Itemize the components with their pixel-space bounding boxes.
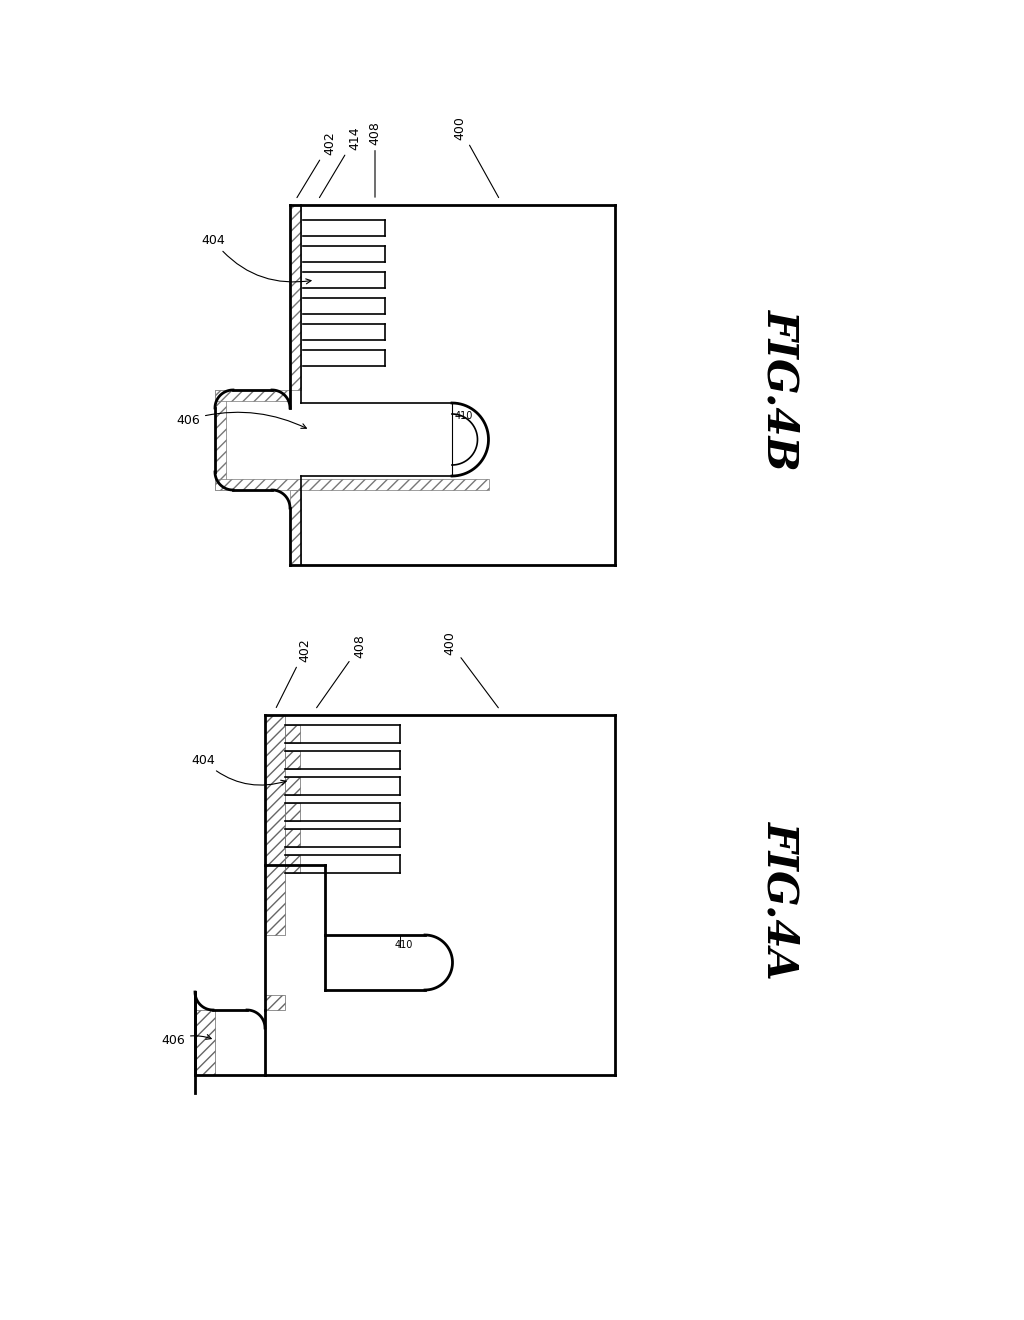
Text: 402: 402	[297, 131, 337, 198]
Text: 406: 406	[176, 412, 306, 428]
Text: 404: 404	[202, 234, 311, 284]
Bar	[265, 865, 285, 935]
Bar	[285, 725, 300, 743]
Text: 414: 414	[319, 127, 361, 198]
Text: 408: 408	[369, 121, 382, 197]
Text: 400: 400	[443, 631, 499, 708]
Bar	[215, 389, 290, 401]
Text: 400: 400	[454, 116, 499, 198]
Bar	[290, 205, 301, 389]
Text: 410: 410	[455, 411, 473, 421]
Text: FIG.4A: FIG.4A	[759, 821, 801, 979]
Text: 408: 408	[316, 634, 367, 708]
Bar	[285, 829, 300, 847]
Bar	[290, 490, 301, 565]
Bar	[285, 777, 300, 795]
Bar	[195, 1010, 215, 1074]
Bar	[215, 389, 226, 490]
Text: 410: 410	[395, 940, 414, 950]
Bar	[265, 715, 285, 865]
Bar	[215, 479, 488, 490]
Bar	[285, 855, 300, 873]
Text: 402: 402	[276, 639, 311, 708]
Bar	[265, 995, 285, 1010]
Text: FIG.4B: FIG.4B	[759, 309, 801, 471]
Bar	[285, 751, 300, 770]
Text: 406: 406	[161, 1034, 211, 1047]
Bar	[285, 803, 300, 821]
Text: 404: 404	[191, 754, 286, 785]
